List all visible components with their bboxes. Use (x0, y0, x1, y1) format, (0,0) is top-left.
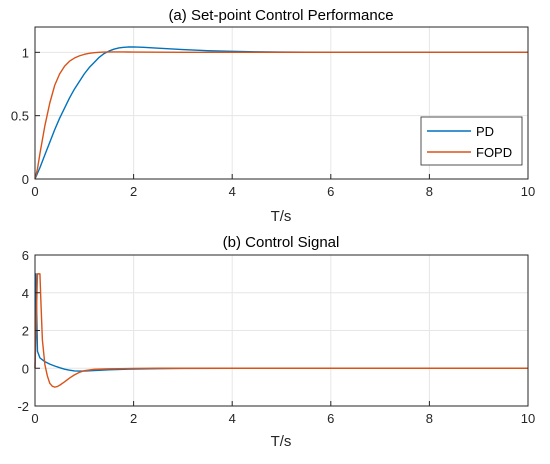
panel-b-y-ticks: -2 0 2 4 6 (17, 248, 40, 414)
panel-b-x-tick-label: 8 (426, 411, 433, 426)
panel-a-y-tick-label: 1 (22, 45, 29, 60)
panel-a-x-ticks: 0 2 4 6 8 10 (31, 174, 535, 199)
panel-b-lines (34, 273, 528, 388)
panel-a-x-tick-label: 4 (229, 184, 236, 199)
panel-b-y-tick-label: 2 (22, 324, 29, 339)
panel-b-x-tick-label: 0 (31, 411, 38, 426)
panel-b-x-tick-label: 4 (229, 411, 236, 426)
panel-a-x-tick-label: 10 (521, 184, 535, 199)
panel-b-x-ticks: 0 2 4 6 8 10 (31, 401, 535, 426)
panel-a-x-label: T/s (271, 208, 292, 225)
panel-b-y-tick-label: 6 (22, 248, 29, 263)
panel-b-y-tick-label: 4 (22, 286, 29, 301)
panel-a-y-tick-label: 0.5 (11, 109, 29, 124)
panel-a-series-fopd-line (34, 51, 528, 180)
panel-a: (a) Set-point Control Performance 0 2 4 6 8 1… (11, 7, 535, 225)
panel-b-x-tick-label: 10 (521, 411, 535, 426)
panel-a-lines (34, 46, 528, 180)
panel-a-axes-box (34, 26, 529, 180)
panel-b-x-label: T/s (271, 433, 292, 450)
panel-a-x-tick-label: 0 (31, 184, 38, 199)
panel-a-x-tick-label: 6 (327, 184, 334, 199)
panel-b-y-tick-label: 0 (22, 361, 29, 376)
panel-a-y-tick-label: 0 (22, 172, 29, 187)
panel-a-y-ticks: 00.51 (11, 45, 40, 187)
panel-a-x-tick-label: 8 (426, 184, 433, 199)
panel-a-title: (a) Set-point Control Performance (168, 7, 393, 24)
panel-b-x-tick-label: 2 (130, 411, 137, 426)
legend-label-pd: PD (476, 124, 494, 139)
legend: PD FOPD (420, 116, 523, 166)
legend-label-fopd: FOPD (476, 145, 512, 160)
panel-b-title: (b) Control Signal (223, 234, 340, 251)
panel-b-series-fopd-line (34, 273, 528, 388)
panel-b-y-tick-label: -2 (17, 399, 29, 414)
panel-b-x-tick-label: 6 (327, 411, 334, 426)
panel-a-x-tick-label: 2 (130, 184, 137, 199)
legend-box (420, 116, 523, 166)
